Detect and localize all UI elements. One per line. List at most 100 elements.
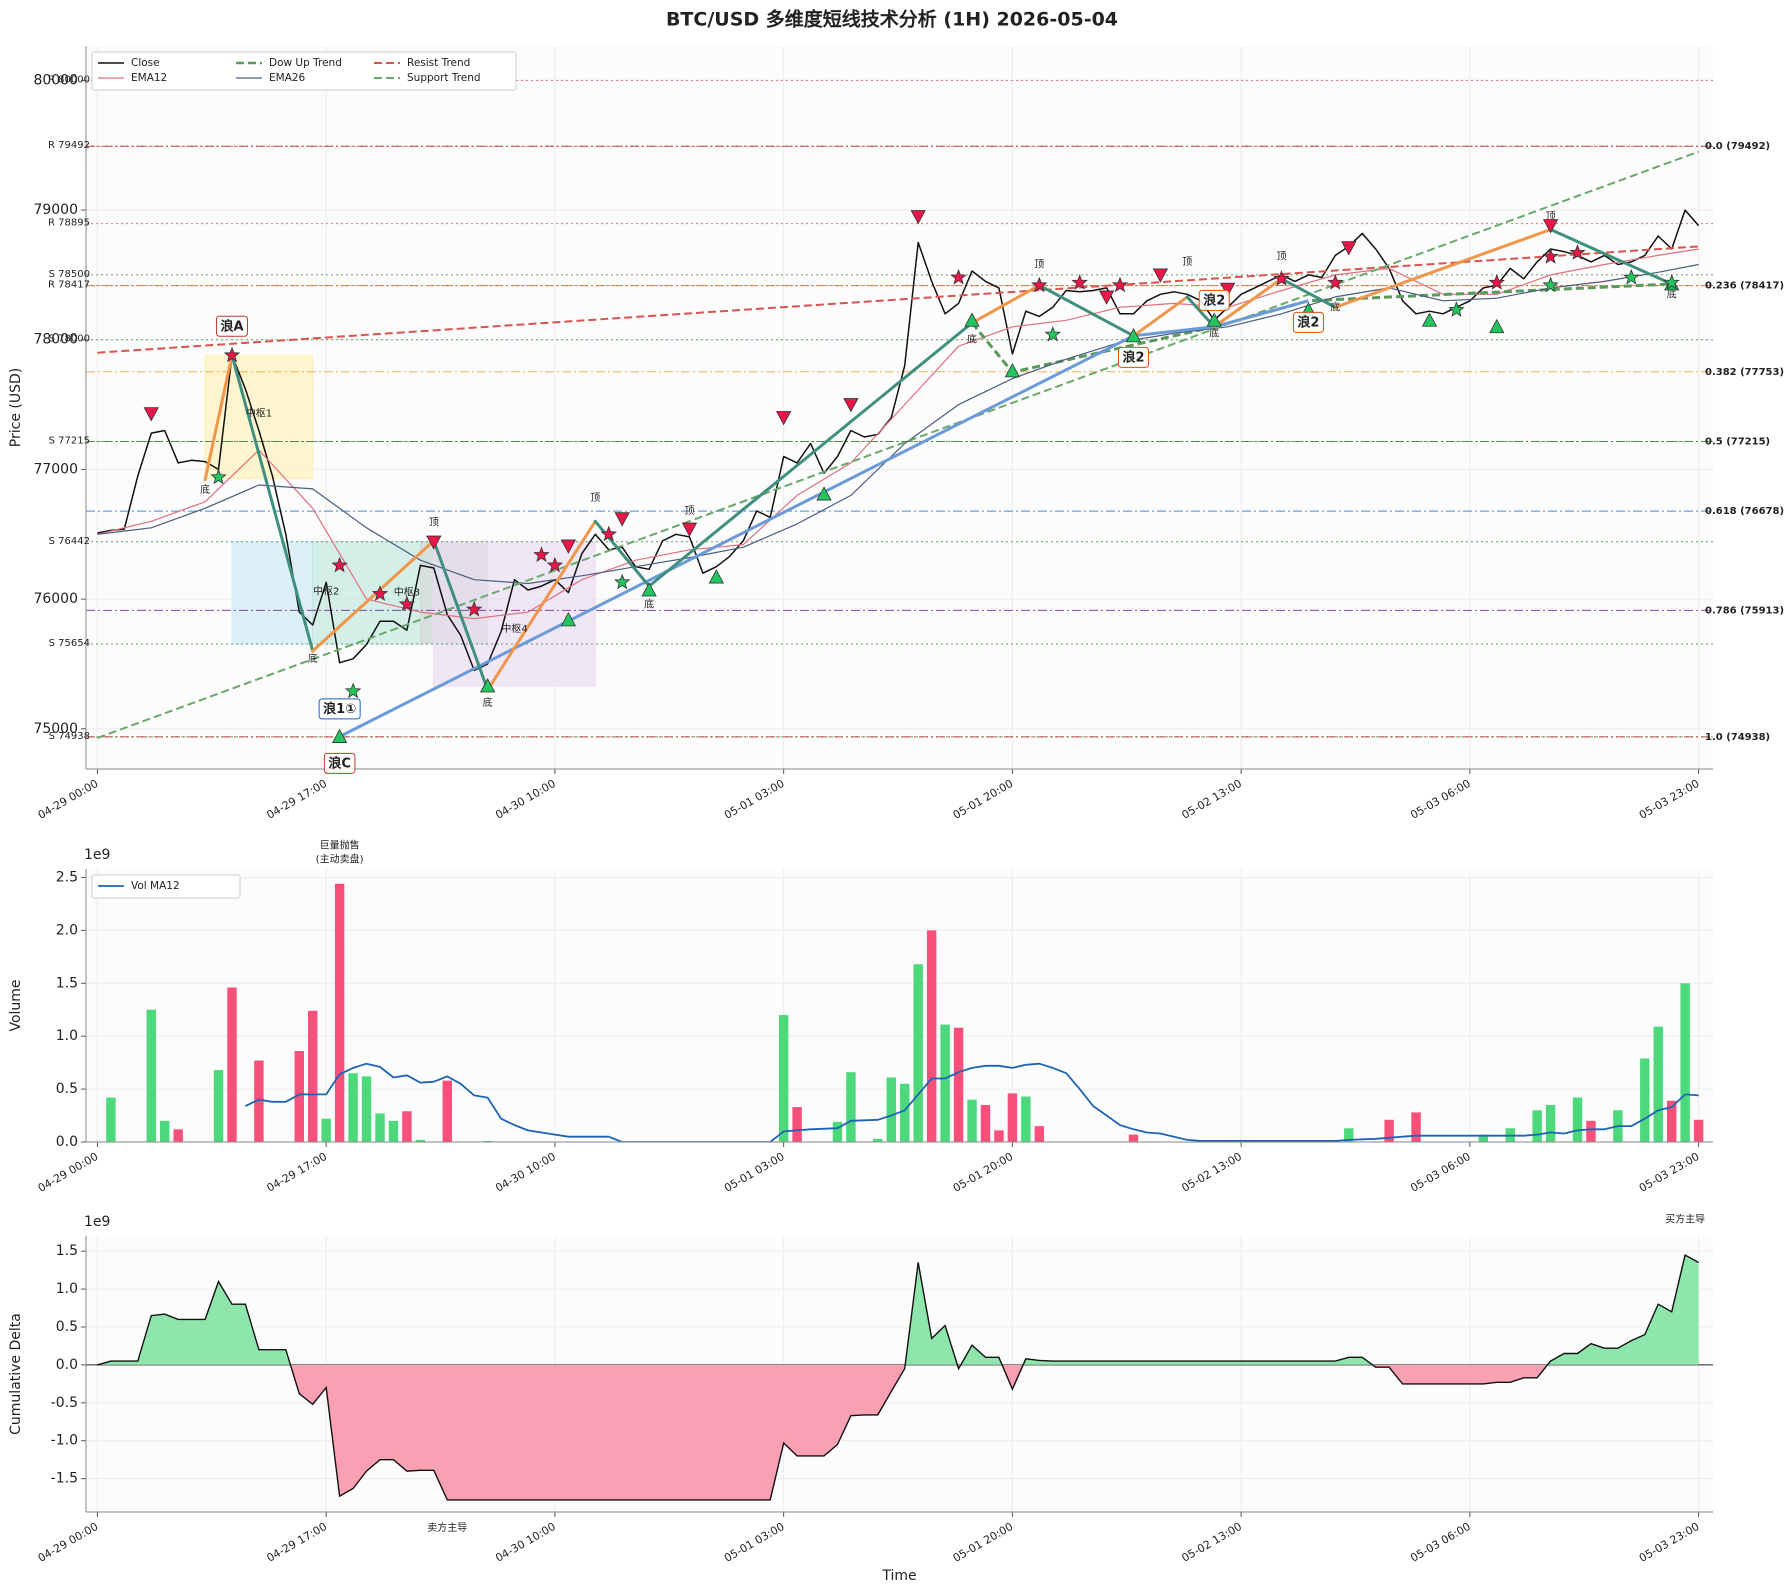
annotation: 浪2 — [1203, 292, 1225, 308]
legend-label: Support Trend — [407, 72, 481, 84]
y-tick-label: -0.5 — [51, 1395, 78, 1411]
level-label: S 74938 — [49, 731, 90, 742]
area-negative — [290, 1364, 1548, 1500]
volume-bar — [1680, 983, 1690, 1142]
volume-bar — [1572, 1097, 1583, 1142]
annotation: (主动卖盘) — [316, 852, 364, 865]
volume-bar — [953, 1027, 964, 1142]
signal-marker — [1004, 363, 1021, 378]
volume-bar — [308, 1010, 318, 1142]
volume-bar — [254, 1060, 264, 1142]
volume-bar — [227, 987, 237, 1142]
volume-bar — [994, 1130, 1004, 1142]
signal-marker — [1448, 301, 1465, 317]
signal-marker — [398, 595, 416, 612]
signal-marker — [1542, 276, 1559, 293]
signal-marker — [560, 612, 577, 627]
wave-segment — [230, 353, 315, 653]
signal-marker — [331, 728, 348, 743]
volume-bar — [442, 1080, 452, 1142]
signal-marker — [1489, 318, 1505, 334]
annotation-box — [215, 315, 249, 337]
volume-bar — [402, 1111, 412, 1142]
volume-bar — [388, 1120, 399, 1142]
series-line — [97, 150, 1699, 739]
plot-layer — [86, 1236, 1713, 1512]
fib-label: 1.0 (74938) — [1705, 732, 1770, 743]
volume-bar — [1021, 1096, 1031, 1142]
volume-bar — [160, 1120, 170, 1142]
signal-marker — [479, 678, 496, 693]
signal-marker — [1488, 274, 1505, 290]
wave-segment — [1037, 283, 1135, 338]
annotation: 中枢2 — [313, 584, 339, 597]
annotation: 浪A — [220, 318, 243, 334]
wave-line — [338, 299, 1309, 738]
signal-marker — [426, 535, 442, 550]
signal-marker — [371, 585, 389, 601]
level-label: S 76442 — [49, 536, 90, 547]
volume-bar — [846, 1072, 856, 1142]
y-tick-label: 1.0 — [56, 1281, 78, 1297]
signal-marker — [1220, 282, 1236, 298]
signal-marker — [641, 582, 657, 597]
wave-segment — [432, 539, 490, 692]
legend-label: EMA26 — [269, 72, 306, 84]
annotation: 顶 — [1546, 211, 1556, 223]
legend-box — [91, 874, 241, 899]
signal-marker — [1125, 328, 1142, 343]
volume-bar — [1693, 1119, 1704, 1142]
wave-segment — [486, 519, 597, 692]
annotation: 卖方主导 — [427, 1521, 467, 1534]
volume-bar — [1640, 1058, 1650, 1142]
annotation: 底 — [1330, 300, 1340, 313]
volume-bar — [967, 1099, 977, 1142]
y-tick-label: 2.0 — [56, 922, 78, 938]
fib-label: 0.382 (77753) — [1705, 367, 1784, 378]
signal-marker — [964, 312, 980, 327]
series-line — [97, 263, 1699, 585]
annotation: 浪1① — [323, 701, 356, 717]
annotation: 顶 — [1276, 251, 1286, 263]
volume-bar — [1034, 1126, 1045, 1142]
fib-label: 0.618 (76678) — [1705, 506, 1784, 517]
annotation-box — [1117, 346, 1150, 368]
fib-label: 0.5 (77215) — [1705, 437, 1770, 448]
volume-bar — [1478, 1134, 1489, 1142]
level-label: S 78500 — [49, 269, 90, 280]
level-label: S 77215 — [49, 436, 90, 447]
volume-bar — [321, 1118, 331, 1142]
y-tick-label: 1.0 — [56, 1028, 78, 1044]
volume-bar — [926, 930, 937, 1142]
plot-layer — [86, 869, 1713, 1142]
volume-bar — [375, 1113, 385, 1142]
legend-box — [91, 51, 517, 91]
annotation: 底 — [483, 696, 493, 709]
annotation: 顶 — [429, 517, 439, 529]
volume-bar — [146, 1009, 156, 1142]
annotation: 底 — [1667, 287, 1677, 300]
legend-label: Resist Trend — [407, 57, 470, 69]
level-label: R 80000 — [48, 74, 90, 85]
signal-marker — [143, 407, 159, 422]
signal-marker — [1044, 325, 1061, 342]
signal-marker — [681, 522, 698, 537]
annotation: 顶 — [1034, 259, 1044, 271]
annotation: 底 — [200, 483, 210, 496]
plot-area — [86, 869, 1713, 1142]
signal-marker — [1623, 268, 1640, 285]
volume-bar — [106, 1097, 116, 1142]
series-line — [97, 245, 1699, 354]
volume-bar — [1384, 1119, 1394, 1142]
plot-area — [86, 46, 1713, 769]
fib-label: 0.236 (78417) — [1705, 281, 1784, 292]
fib-label: 0.786 (75913) — [1705, 605, 1784, 616]
volume-bar — [778, 1015, 789, 1142]
y-tick-label: 1.5 — [56, 975, 78, 991]
volume-bar — [873, 1138, 883, 1142]
series-line — [97, 248, 1699, 620]
annotation-box — [1198, 289, 1230, 311]
signal-marker — [331, 556, 348, 573]
annotation: 中枢1 — [246, 407, 272, 420]
